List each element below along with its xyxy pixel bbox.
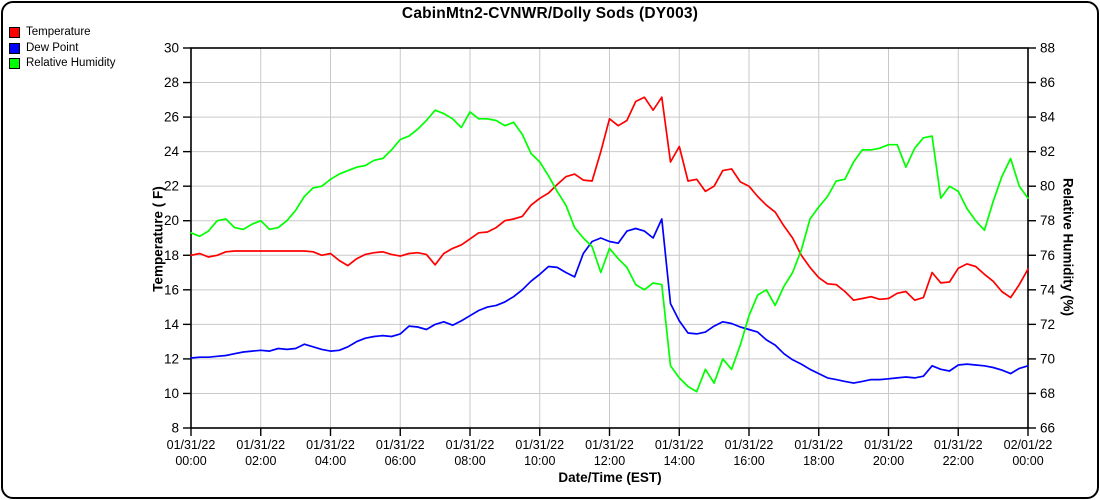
x-tick-label-time: 08:00 — [454, 454, 485, 468]
y-right-tick-label: 76 — [1040, 248, 1055, 263]
y-left-tick-label: 22 — [164, 179, 179, 194]
relative-humidity-line — [190, 109, 1029, 393]
legend-label: Relative Humidity — [26, 57, 116, 69]
relative-humidity-swatch-icon — [9, 58, 20, 70]
legend-item-dew-point: Dew Point — [9, 41, 115, 57]
y-right-tick-label: 74 — [1040, 282, 1056, 297]
y-left-tick-label: 26 — [164, 110, 179, 125]
x-tick-label-time: 18:00 — [803, 454, 834, 468]
temperature-line — [190, 96, 1029, 302]
legend: Temperature Dew Point Relative Humidity — [9, 25, 115, 72]
x-tick-label-time: 12:00 — [594, 454, 625, 468]
y-left-tick-label: 18 — [164, 248, 179, 263]
x-tick-label-time: 02:00 — [245, 454, 276, 468]
x-tick-label-date: 01/31/22 — [864, 438, 913, 452]
y-left-tick-label: 20 — [164, 213, 179, 228]
y-right-tick-label: 86 — [1040, 75, 1055, 90]
legend-item-temperature: Temperature — [9, 25, 115, 41]
x-tick-label-date: 01/31/22 — [655, 438, 704, 452]
y-left-tick-label: 12 — [164, 351, 179, 366]
y-left-tick-label: 14 — [164, 317, 180, 332]
dew-point-swatch-icon — [9, 42, 20, 54]
y-right-tick-label: 78 — [1040, 213, 1055, 228]
x-tick-label-time: 10:00 — [524, 454, 555, 468]
y-left-tick-label: 8 — [171, 421, 179, 436]
y-right-tick-label: 82 — [1040, 144, 1055, 159]
y-right-tick-label: 88 — [1040, 41, 1055, 56]
x-tick-label-date: 01/31/22 — [515, 438, 564, 452]
x-tick-label-date: 02/01/22 — [1004, 438, 1053, 452]
y-right-tick-label: 70 — [1040, 351, 1055, 366]
x-tick-label-time: 06:00 — [385, 454, 416, 468]
chart-title: CabinMtn2-CVNWR/Dolly Sods (DY003) — [401, 5, 699, 22]
y-right-tick-label: 68 — [1040, 386, 1055, 401]
y-right-tick-label: 84 — [1040, 110, 1056, 125]
x-tick-label-date: 01/31/22 — [306, 438, 355, 452]
x-tick-label-time: 00:00 — [175, 454, 206, 468]
x-tick-label-time: 00:00 — [1012, 454, 1043, 468]
x-axis-title: Date/Time (EST) — [558, 470, 662, 485]
x-tick-label-date: 01/31/22 — [376, 438, 425, 452]
legend-label: Temperature — [26, 26, 91, 38]
dew-point-line — [190, 218, 1029, 384]
x-tick-label-time: 16:00 — [733, 454, 764, 468]
y-axis-left-title: Temperature ( F) — [150, 186, 166, 292]
x-tick-label-date: 01/31/22 — [446, 438, 495, 452]
legend-label: Dew Point — [26, 41, 79, 54]
x-tick-label-time: 14:00 — [664, 454, 695, 468]
y-right-tick-label: 80 — [1040, 179, 1055, 194]
x-tick-label-date: 01/31/22 — [585, 438, 634, 452]
x-tick-label-time: 22:00 — [943, 454, 974, 468]
x-tick-label-date: 01/31/22 — [794, 438, 843, 452]
y-right-tick-label: 66 — [1040, 421, 1055, 436]
x-tick-label-time: 20:00 — [873, 454, 904, 468]
y-left-tick-label: 10 — [164, 386, 179, 401]
y-left-tick-label: 24 — [164, 144, 180, 159]
temperature-swatch-icon — [9, 27, 20, 39]
x-tick-label-time: 04:00 — [315, 454, 346, 468]
y-right-tick-label: 72 — [1040, 317, 1055, 332]
x-tick-label-date: 01/31/22 — [725, 438, 774, 452]
x-tick-label-date: 01/31/22 — [934, 438, 983, 452]
y-left-tick-label: 28 — [164, 75, 179, 90]
x-tick-label-date: 01/31/22 — [236, 438, 285, 452]
x-tick-label-date: 01/31/22 — [167, 438, 216, 452]
legend-item-relative-humidity: Relative Humidity — [9, 56, 115, 72]
y-axis-right-title: Relative Humidity (%) — [1060, 177, 1076, 317]
y-left-tick-label: 30 — [164, 41, 179, 56]
y-left-tick-label: 16 — [164, 282, 179, 297]
